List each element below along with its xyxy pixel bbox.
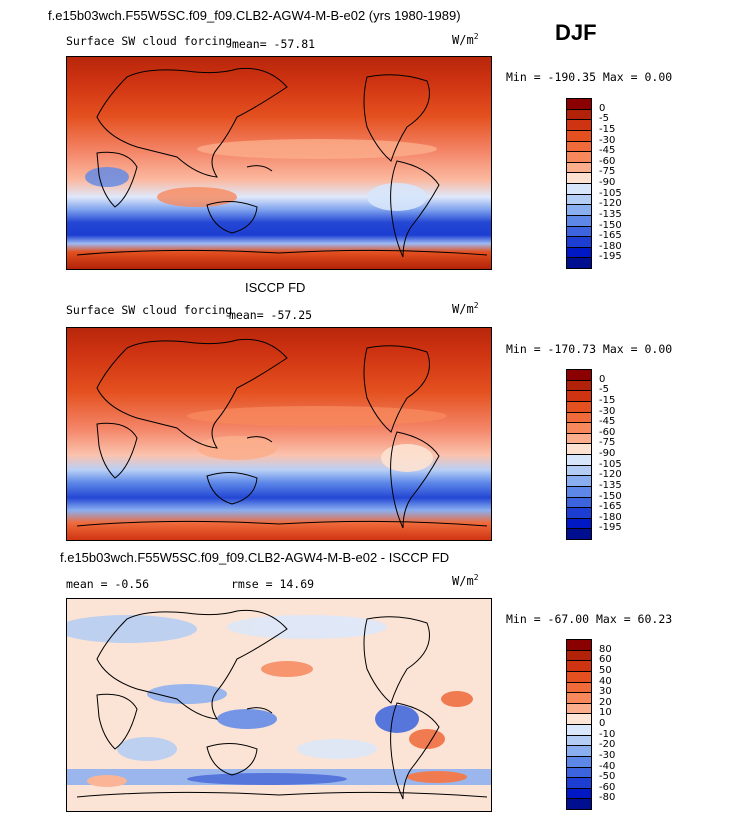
panel2-variable-label: Surface SW cloud forcing (66, 303, 233, 317)
colorbar-tick-label: -105 (599, 187, 622, 199)
colorbar-tick-label: 0 (599, 373, 606, 385)
colorbar-tick-label: -45 (599, 145, 616, 157)
colorbar-tick-label: -20 (599, 739, 616, 751)
colorbar-swatch (566, 798, 592, 810)
colorbar-tick-label: -180 (599, 511, 622, 523)
colorbar-tick-label: 80 (599, 643, 612, 655)
colorbar-tick-label: 60 (599, 654, 612, 666)
colorbar-tick-label: -90 (599, 448, 616, 459)
colorbar-tick-label: -30 (599, 405, 616, 417)
panel3-rmse: rmse = 14.69 (231, 577, 315, 591)
panel3-title: f.e15b03wch.F55W5SC.f09_f09.CLB2-AGW4-M-… (60, 550, 450, 565)
colorbar-tick-label: 20 (599, 696, 612, 708)
colorbar-tick-label: -5 (599, 113, 609, 125)
colorbar-abs-1: 0 -5 -15 -30 -45 -60 -75 -90 -105 -120 -135 -150 -16… (566, 98, 626, 269)
colorbar-tick-label: -80 (599, 792, 616, 804)
panel2-unit: W/m2 (452, 301, 479, 316)
colorbar-swatch (566, 257, 592, 269)
panel2-title: ISCCP FD (245, 280, 306, 295)
colorbar-tick-label: -150 (599, 219, 622, 231)
colorbar-tick-label: -30 (599, 134, 616, 146)
colorbar-tick-label: -45 (599, 416, 616, 428)
panel1-variable-label: Surface SW cloud forcing (66, 34, 233, 48)
colorbar-tick-label: 10 (599, 707, 612, 719)
colorbar-abs-2: 0 -5 -15 -30 -45 -60 -75 -90 -105 -120 -135 -150 -16… (566, 369, 626, 540)
figure-title: f.e15b03wch.F55W5SC.f09_f09.CLB2-AGW4-M-… (48, 8, 461, 23)
colorbar-tick-label: 50 (599, 664, 612, 676)
colorbar-tick-label: -195 (599, 251, 622, 263)
colorbar-tick-label: -60 (599, 781, 616, 793)
colorbar-tick-label: -105 (599, 458, 622, 470)
colorbar-swatch (566, 528, 592, 540)
colorbar-tick-label: -180 (599, 240, 622, 252)
colorbar-tick-label: -40 (599, 760, 616, 772)
colorbar-tick-label: -30 (599, 749, 616, 761)
colorbar-tick-label: -50 (599, 771, 616, 783)
colorbar-tick-label: -90 (599, 177, 616, 188)
colorbar-tick-label: -15 (599, 123, 616, 135)
colorbar-tick-label: -75 (599, 437, 616, 449)
panel3-unit: W/m2 (452, 573, 479, 588)
colorbar-tick-label: -165 (599, 501, 622, 513)
colorbar-tick-label: 0 (599, 718, 606, 729)
panel1-mean: mean= -57.81 (232, 37, 316, 51)
panel3-minmax: Min = -67.00 Max = 60.23 (506, 612, 673, 626)
colorbar-tick-label: -165 (599, 230, 622, 242)
colorbar-tick-label: -5 (599, 384, 609, 396)
colorbar-tick-label: -120 (599, 469, 622, 481)
colorbar-tick-label: -15 (599, 394, 616, 406)
colorbar-tick-label: -75 (599, 166, 616, 178)
colorbar-tick-label: 30 (599, 686, 612, 698)
colorbar-tick-label: -150 (599, 490, 622, 502)
colorbar-tick-label: -60 (599, 155, 616, 167)
panel1-minmax: Min = -190.35 Max = 0.00 (506, 70, 673, 84)
colorbar-tick-label: 0 (599, 102, 606, 114)
panel2-minmax: Min = -170.73 Max = 0.00 (506, 342, 673, 356)
colorbar-diff: 80 60 50 40 30 20 10 0 -10 -20 -30 -40 -50 -60 -80 (566, 639, 626, 810)
panel1-unit: W/m2 (452, 32, 479, 47)
map-difference (66, 598, 492, 812)
colorbar-tick-label: -135 (599, 479, 622, 491)
colorbar-tick-label: -60 (599, 426, 616, 438)
panel2-mean: mean= -57.25 (229, 308, 313, 322)
colorbar-tick-label: -120 (599, 198, 622, 210)
colorbar-tick-label: -135 (599, 208, 622, 220)
map-isccp-sw-cloud-forcing (66, 327, 492, 541)
colorbar-tick-label: -195 (599, 522, 622, 534)
map-model-sw-cloud-forcing (66, 56, 492, 270)
season-label: DJF (555, 20, 597, 45)
panel3-mean: mean = -0.56 (66, 577, 150, 591)
colorbar-tick-label: 40 (599, 675, 612, 687)
colorbar-tick-label: -10 (599, 728, 616, 740)
